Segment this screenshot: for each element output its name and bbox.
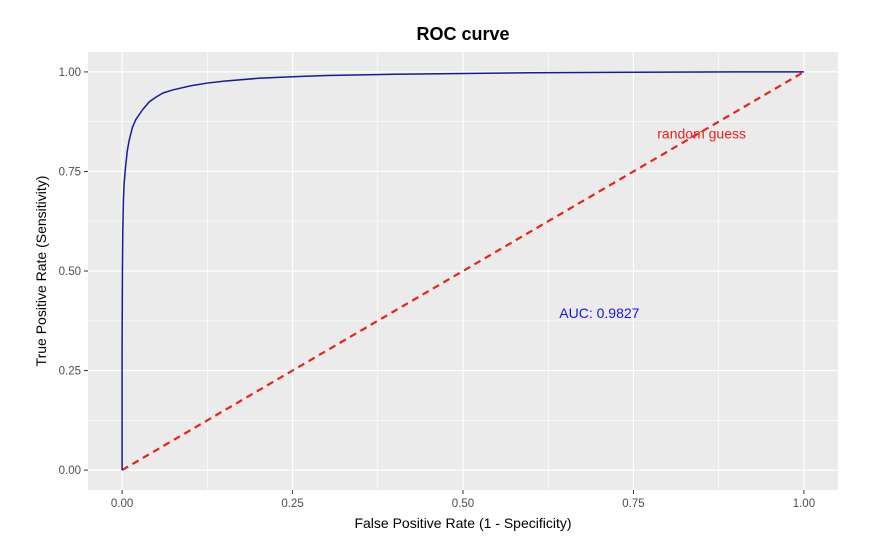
x-tick-label: 0.75 — [622, 498, 644, 510]
y-tick-label: 0.75 — [59, 166, 81, 178]
x-axis-title: False Positive Rate (1 - Specificity) — [354, 515, 571, 531]
y-tick-label: 0.50 — [59, 266, 81, 278]
y-tick-label: 0.00 — [59, 465, 81, 477]
random-guess-label: random guess — [657, 126, 746, 142]
axis-ticks: 0.00 0.25 0.50 0.75 1.00 0.00 0.25 0.50 0.75 1.00 — [59, 67, 815, 510]
chart-title: ROC curve — [416, 24, 509, 44]
x-tick-label: 0.25 — [281, 498, 303, 510]
y-axis-title: True Positive Rate (Sensitivity) — [33, 176, 49, 367]
annotation-layer: random guess AUC: 0.9827 — [559, 126, 746, 321]
roc-curve-line — [121, 71, 804, 471]
auc-label: AUC: 0.9827 — [559, 305, 639, 321]
x-tick-label: 0.50 — [452, 498, 474, 510]
x-tick-label: 1.00 — [793, 498, 815, 510]
y-tick-label: 1.00 — [59, 67, 81, 79]
major-gridlines — [88, 52, 838, 490]
x-tick-label: 0.00 — [111, 498, 133, 510]
y-tick-label: 0.25 — [59, 366, 81, 378]
series-layer — [121, 70, 805, 472]
